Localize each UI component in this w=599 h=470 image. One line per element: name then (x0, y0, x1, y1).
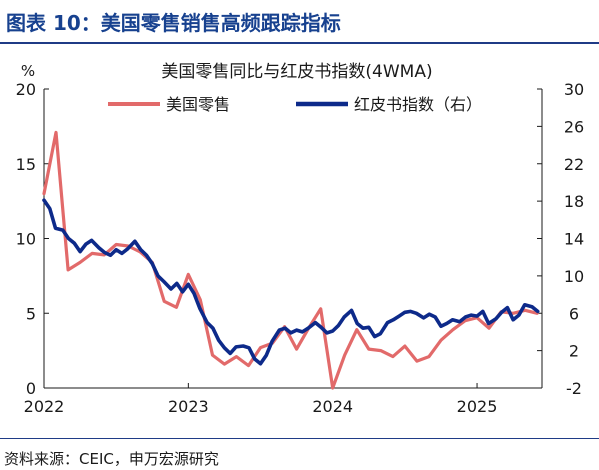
figure-header: 图表 10：美国零售销售高频跟踪指标 (0, 0, 599, 44)
figure-title: 图表 10：美国零售销售高频跟踪指标 (6, 11, 341, 35)
left-tick-label: 10 (16, 230, 36, 249)
right-tick-label: 18 (564, 192, 584, 211)
right-tick-label: 14 (564, 230, 584, 249)
right-tick-label: 30 (564, 80, 584, 99)
retail-redbook-chart: 美国零售同比与红皮书指数(4WMA) % 05101520-2261014182… (16, 62, 585, 416)
right-tick-label: 22 (564, 155, 584, 174)
right-tick-label: 6 (569, 304, 579, 323)
redbook-index-line (42, 198, 540, 366)
x-tick-label: 2025 (457, 397, 498, 416)
x-tick-label: 2023 (168, 397, 209, 416)
left-tick-label: 20 (16, 80, 36, 99)
left-tick-label: 5 (26, 304, 36, 323)
right-tick-label: 10 (564, 267, 584, 286)
chart-title: 美国零售同比与红皮书指数(4WMA) (161, 62, 432, 82)
left-axis-unit: % (21, 62, 35, 80)
x-tick-label: 2022 (24, 397, 65, 416)
left-tick-label: 15 (16, 155, 36, 174)
retail-sales-line (42, 130, 539, 390)
left-tick-label: 0 (26, 379, 36, 398)
legend-redbook-label: 红皮书指数（右） (354, 95, 482, 114)
x-tick-label: 2024 (312, 397, 353, 416)
legend-retail-label: 美国零售 (166, 95, 230, 114)
right-tick-label: -2 (566, 379, 582, 398)
right-tick-label: 26 (564, 117, 584, 136)
source-note: 资料来源：CEIC，申万宏源研究 (4, 450, 219, 468)
figure-footer: 资料来源：CEIC，申万宏源研究 (0, 438, 599, 470)
right-tick-label: 2 (569, 342, 579, 361)
